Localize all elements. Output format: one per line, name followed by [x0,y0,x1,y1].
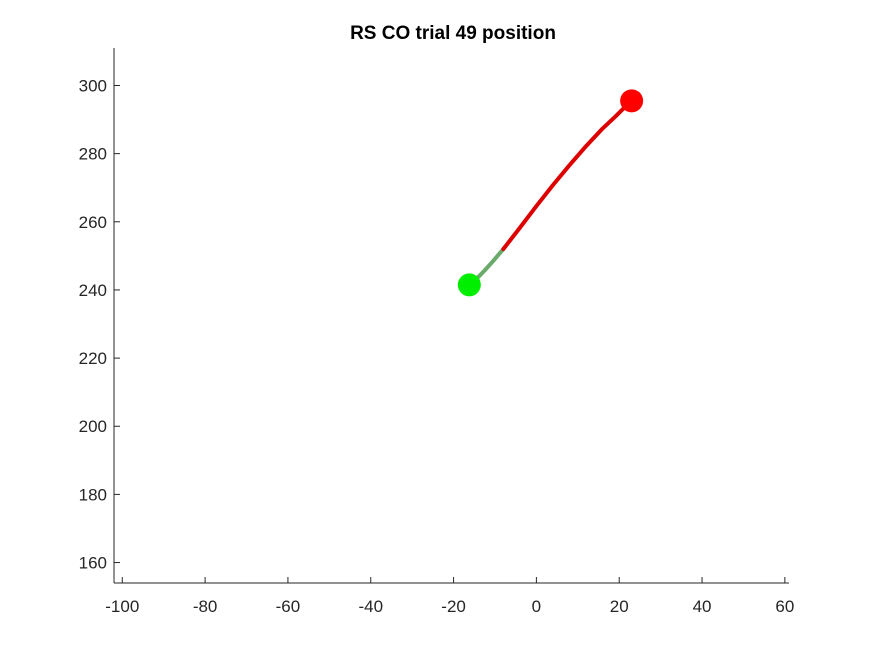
x-tick-label: -20 [441,597,466,616]
x-tick-label: -80 [193,597,218,616]
x-tick-label: -60 [276,597,301,616]
trajectory-segment [501,98,634,252]
x-tick-label: 60 [775,597,794,616]
y-tick-label: 200 [79,417,107,436]
y-tick-label: 160 [79,554,107,573]
y-tick-label: 220 [79,349,107,368]
y-tick-label: 300 [79,76,107,95]
chart-title: RS CO trial 49 position [350,23,556,44]
end-marker [620,89,644,113]
plot-area: -100 -80 -60 -40 -20 0 20 40 60 160 180 200 220 240 26… [79,48,794,616]
start-marker [457,273,481,297]
y-tick-label: 260 [79,213,107,232]
x-tick-label: 20 [610,597,629,616]
y-tick-label: 280 [79,145,107,164]
y-tick-label: 180 [79,485,107,504]
x-tick-label: -40 [358,597,383,616]
trajectory-segment [475,247,506,280]
x-tick-label: 0 [532,597,541,616]
y-tick-label: 240 [79,281,107,300]
x-tick-label: -100 [105,597,139,616]
x-tick-label: 40 [693,597,712,616]
